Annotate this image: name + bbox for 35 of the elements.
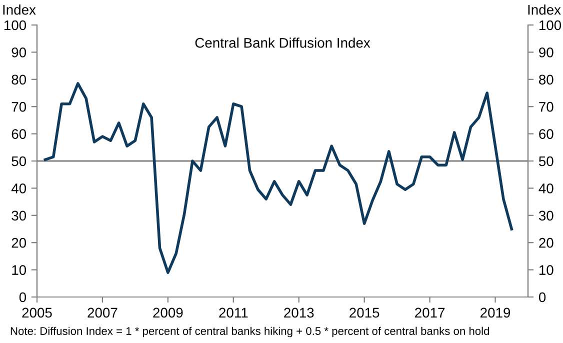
y-tick-label: 20 [12,238,26,248]
y2-tick-label: 70 [539,102,554,112]
x-tick-label: 2019 [480,308,510,318]
y2-tick-label: 20 [539,238,554,248]
y2-tick-label: 60 [539,129,554,139]
y-tick-label: 90 [12,48,26,58]
y2-tick-label: 100 [539,20,562,30]
y-tick-label: 70 [12,102,26,112]
y-tick-label: 10 [12,265,26,275]
y-tick-label: 50 [12,156,26,166]
y-tick-label: 60 [12,129,26,139]
y2-tick-label: 0 [538,292,546,302]
y2-tick-label: 90 [539,48,554,58]
text: Note: Diffusion Index = 1 * percent of central banks hiking + 0.5 * percent of central banks on hold [10,326,490,338]
x-tick-label: 2009 [153,308,183,318]
y-tick-label: 100 [4,20,26,30]
y-tick-label: 40 [11,184,26,194]
y2-tick-label: 40 [538,184,554,194]
x-tick-label: 2007 [88,308,118,318]
y-axis-title: Index [3,4,36,15]
y-tick-label: 0 [19,292,26,302]
y2-axis-title: Index [528,4,561,15]
x-tick-label: 2017 [415,308,445,318]
text: Central Bank Diffusion Index [195,38,370,48]
line-series [44,82,514,274]
y2-tick-label: 80 [539,74,554,85]
y-tick-label: 30 [12,210,26,221]
y2-tick-label: 10 [539,265,554,275]
x-tick-label: 2015 [350,308,380,318]
x-tick-label: 2013 [284,308,314,318]
y-tick-label: 80 [12,74,26,85]
y2-tick-label: 30 [538,210,554,221]
y2-tick-label: 50 [538,156,554,166]
x-tick-label: 2005 [22,308,52,318]
x-tick-label: 2011 [219,308,248,318]
